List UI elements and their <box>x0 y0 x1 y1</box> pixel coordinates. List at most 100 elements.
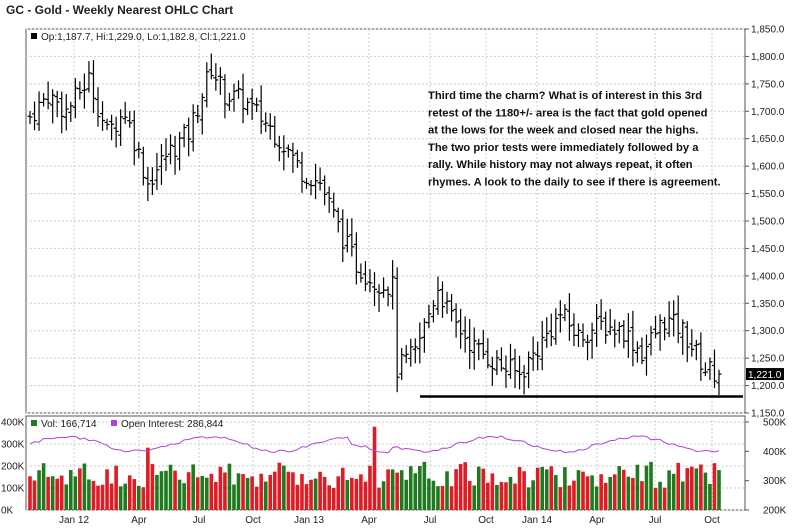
volume-bar <box>218 466 223 510</box>
volume-bar <box>59 475 64 510</box>
volume-bar <box>486 482 490 510</box>
vol-legend-swatch <box>31 420 37 426</box>
volume-bar <box>617 466 622 510</box>
volume-bar <box>263 481 268 510</box>
price-tick-label: 1,650.0 <box>751 134 785 145</box>
volume-bar <box>694 468 699 510</box>
volume-bar <box>413 473 418 510</box>
volume-bar <box>132 479 137 510</box>
volume-bar <box>504 482 508 510</box>
last-price-box <box>746 368 784 381</box>
volume-bar <box>544 469 549 510</box>
volume-tick-label: 300K <box>1 440 25 451</box>
x-tick-label: Apr <box>361 515 377 526</box>
price-tick-label: 1,850.0 <box>751 25 785 36</box>
volume-bar <box>649 461 653 510</box>
volume-bar <box>159 471 164 510</box>
volume-bar <box>136 485 141 510</box>
volume-bar <box>608 476 613 510</box>
volume-bar <box>186 472 191 510</box>
x-tick-label: Oct <box>704 515 720 526</box>
volume-bar <box>522 471 526 510</box>
volume-bar <box>286 471 291 510</box>
annotation-line: at the lows for the week and closed near… <box>428 125 698 137</box>
volume-bar <box>594 486 599 510</box>
volume-bar <box>386 469 390 510</box>
volume-bar <box>581 471 585 510</box>
chart-title: GC - Gold - Weekly Nearest OHLC Chart <box>6 3 233 17</box>
volume-bar <box>254 486 259 510</box>
price-tick-label: 1,800.0 <box>751 52 785 63</box>
ohlc-legend: Op:1,187.7, Hi:1,229.0, Lo:1,182.8, Cl:1… <box>41 32 246 43</box>
price-tick-label: 1,750.0 <box>751 79 785 90</box>
volume-tick-label: 100K <box>1 484 25 495</box>
volume-bar <box>622 469 626 510</box>
volume-bar <box>612 474 617 510</box>
x-tick-label: Apr <box>131 515 147 526</box>
volume-bar <box>309 479 313 510</box>
volume-bar <box>368 465 372 510</box>
volume-bar <box>354 478 359 510</box>
volume-bars <box>28 426 721 510</box>
volume-bar <box>427 478 431 510</box>
volume-bar <box>109 483 114 510</box>
volume-bar <box>168 464 173 510</box>
volume-tick-label: 200K <box>1 462 25 473</box>
volume-bar <box>422 461 427 510</box>
last-price-label: 1,221.0 <box>748 370 782 381</box>
volume-bar <box>458 464 463 510</box>
volume-bar <box>28 476 32 510</box>
volume-bar <box>200 475 205 510</box>
volume-bar <box>662 487 667 510</box>
volume-bar <box>191 464 195 510</box>
volume-bar <box>712 463 717 510</box>
x-tick-label: Apr <box>589 515 605 526</box>
volume-bar <box>554 475 558 510</box>
volume-tick-label: 400K <box>1 418 25 429</box>
volume-bar <box>227 463 232 510</box>
open-interest-line <box>29 435 720 454</box>
volume-bar <box>64 484 69 510</box>
volume-bar <box>41 463 46 510</box>
volume-bar <box>68 470 73 510</box>
volume-bar <box>513 483 517 510</box>
volume-bar <box>232 484 236 510</box>
volume-bar <box>73 476 78 510</box>
volume-bar <box>585 476 590 510</box>
volume-bar <box>345 480 350 510</box>
volume-bar <box>359 474 363 510</box>
x-tick-label: Jul <box>649 515 662 526</box>
volume-bar <box>631 477 635 510</box>
volume-bar <box>676 462 681 510</box>
volume-bar <box>436 486 440 510</box>
volume-bar <box>671 473 676 510</box>
volume-bar <box>127 475 132 510</box>
volume-bar <box>155 474 159 510</box>
volume-bar <box>467 481 472 510</box>
price-tick-label: 1,700.0 <box>751 107 785 118</box>
volume-bar <box>87 479 91 510</box>
volume-bar <box>182 483 186 510</box>
volume-bar <box>408 466 413 510</box>
vol-legend: Vol: 166,714 <box>41 419 97 430</box>
price-bars <box>27 53 722 396</box>
volume-bar <box>272 471 277 510</box>
volume-bar <box>508 476 513 510</box>
volume-bar <box>440 485 445 510</box>
annotation-line: rally. While history may not always repe… <box>428 159 693 171</box>
volume-bar <box>223 472 227 510</box>
volume-bar <box>418 465 422 510</box>
volume-bar <box>703 472 708 510</box>
volume-bar <box>114 465 118 510</box>
price-tick-label: 1,600.0 <box>751 162 785 173</box>
volume-bar <box>626 476 631 510</box>
volume-bar <box>241 474 245 510</box>
volume-bar <box>91 480 96 510</box>
grid <box>26 28 745 414</box>
volume-bar <box>331 487 336 510</box>
volume-bar <box>282 465 286 510</box>
volume-bar <box>563 467 567 510</box>
volume-bar <box>304 484 309 510</box>
volume-bar <box>431 480 436 510</box>
